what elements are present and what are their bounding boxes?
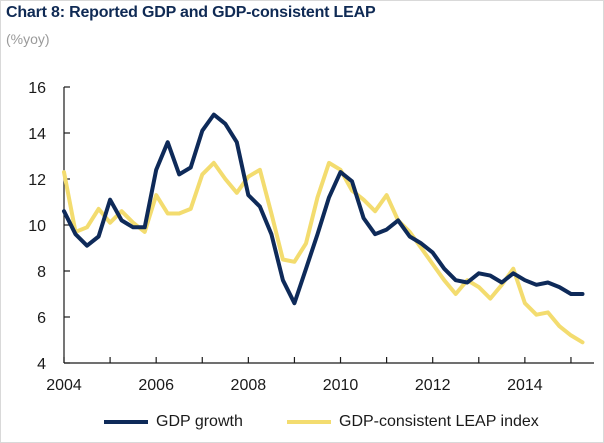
legend-swatch-leap <box>287 420 331 424</box>
series-line-gdp-growth <box>62 112 585 306</box>
legend-item-leap: GDP-consistent LEAP index <box>287 407 539 437</box>
y-tick-label: 4 <box>37 356 46 373</box>
tick-labels: 4 6 8 10 12 14 16 2004 2006 2008 2010 2012 2014 <box>28 80 543 394</box>
chart-subtitle: (%yoy) <box>6 31 50 47</box>
legend-item-gdp: GDP growth <box>104 407 243 437</box>
legend-label-gdp: GDP growth <box>156 413 243 430</box>
chart-title: Chart 8: Reported GDP and GDP-consistent… <box>6 4 376 21</box>
series-layer <box>62 112 585 345</box>
x-tick-label: 2012 <box>415 377 451 394</box>
y-tick-label: 14 <box>28 126 46 143</box>
legend-label-leap: GDP-consistent LEAP index <box>339 413 539 430</box>
series-line-leap-index <box>62 160 585 345</box>
x-tick-label: 2014 <box>507 377 543 394</box>
x-tick-label: 2008 <box>231 377 267 394</box>
y-tick-label: 8 <box>37 264 46 281</box>
x-tick-label: 2006 <box>138 377 174 394</box>
x-tick-label: 2010 <box>323 377 359 394</box>
legend-swatch-gdp <box>104 420 148 424</box>
chart-legend: GDP growth GDP-consistent LEAP index <box>0 407 604 437</box>
y-tick-label: 16 <box>28 80 46 97</box>
y-tick-label: 6 <box>37 310 46 327</box>
y-tick-label: 12 <box>28 172 46 189</box>
x-tick-label: 2004 <box>46 377 82 394</box>
y-tick-label: 10 <box>28 218 46 235</box>
